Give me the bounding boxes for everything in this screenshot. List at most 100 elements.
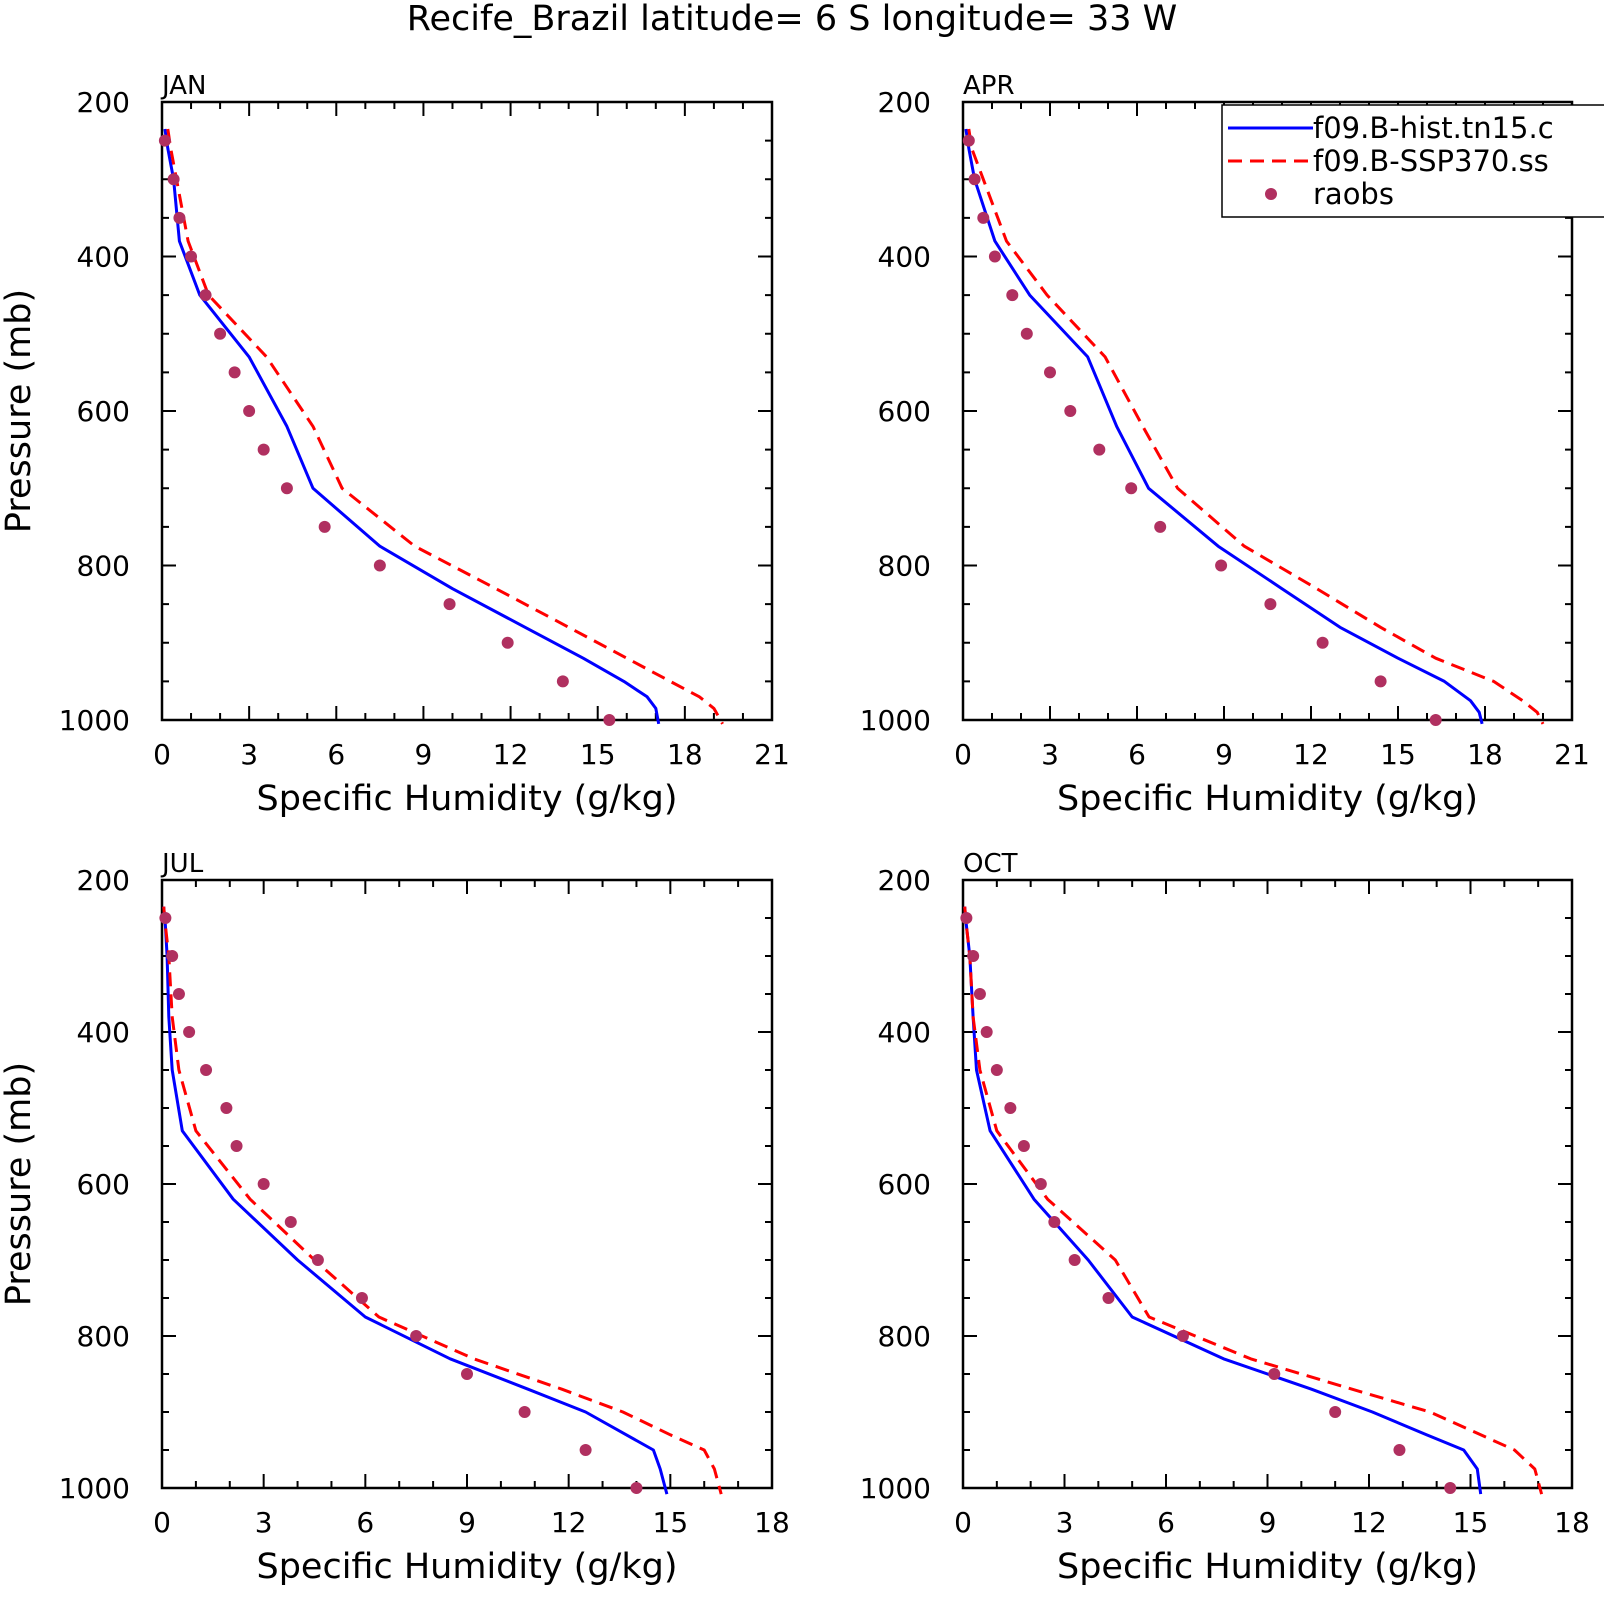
raobs-point: [1268, 1368, 1281, 1380]
series-line-f09-b-ssp370-ss: [162, 906, 723, 1495]
panel-title-apr: APR: [963, 71, 1015, 101]
y-tick-label: 600: [77, 395, 130, 428]
panel-title-jan: JAN: [160, 71, 206, 101]
raobs-point: [173, 211, 186, 224]
legend-swatch: [1265, 188, 1277, 200]
raobs-point: [183, 1026, 196, 1038]
series-line-f09-b-hist-tn15-c: [964, 128, 1484, 725]
raobs-point: [579, 1444, 592, 1456]
x-tick-label: 9: [1259, 1506, 1277, 1539]
raobs-point: [199, 289, 212, 302]
raobs-point: [1006, 289, 1019, 302]
y-tick-label: 400: [878, 241, 931, 274]
raobs-point: [200, 1064, 213, 1076]
x-tick-label: 3: [1056, 1506, 1074, 1539]
raobs-point: [1004, 1102, 1017, 1114]
y-tick-label: 1000: [860, 1472, 931, 1505]
x-tick-label: 3: [240, 738, 258, 771]
raobs-point: [1034, 1178, 1047, 1190]
raobs-point: [1154, 520, 1167, 533]
y-tick-label: 400: [77, 241, 130, 274]
raobs-point: [1429, 714, 1442, 726]
raobs-point: [967, 950, 980, 962]
raobs-point: [1176, 1330, 1189, 1342]
figure-title: Recife_Brazil latitude= 6 S longitude= 3…: [407, 0, 1178, 39]
panel-title-oct: OCT: [963, 849, 1018, 879]
series-line-f09-b-ssp370-ss: [166, 128, 724, 725]
x-tick-label: 21: [1554, 738, 1590, 771]
raobs-point: [228, 366, 241, 379]
panel-jul: JUL 0 3 6 9 12 15 18 200 400 600 800 1000 Specific Hu…: [0, 849, 790, 1587]
raobs-point: [311, 1254, 324, 1266]
plot-frame-jul: [160, 878, 774, 1490]
legend-entry-f09-b-hist-tn15-c: f09.B-hist.tn15.c: [1228, 111, 1554, 145]
raobs-point: [1125, 482, 1138, 495]
y-tick-label: 400: [77, 1016, 130, 1049]
series-line-f09-b-hist-tn15-c: [163, 128, 661, 725]
y-tick-label: 800: [878, 550, 931, 583]
y-tick-label: 1000: [59, 1472, 130, 1505]
x-tick-label: 18: [754, 1506, 790, 1539]
raobs-point: [1048, 1216, 1061, 1228]
raobs-point: [373, 559, 386, 572]
x-tick-label: 0: [954, 738, 972, 771]
raobs-point: [1393, 1444, 1406, 1456]
raobs-point: [1215, 559, 1228, 572]
raobs-point: [185, 250, 198, 263]
raobs-point: [257, 1178, 270, 1190]
raobs-point: [1316, 636, 1329, 649]
x-tick-label: 3: [1041, 738, 1059, 771]
x-tick-label: 12: [1351, 1506, 1387, 1539]
raobs-point: [1068, 1254, 1081, 1266]
raobs-point: [158, 134, 171, 147]
series-raobs: [159, 912, 643, 1494]
x-tick-label: 18: [667, 738, 703, 771]
raobs-point: [443, 598, 456, 611]
raobs-point: [220, 1102, 233, 1114]
raobs-point: [355, 1292, 368, 1304]
x-tick-label: 3: [255, 1506, 273, 1539]
series-line-f09-b-hist-tn15-c: [162, 906, 669, 1495]
x-tick-label: 15: [580, 738, 616, 771]
x-axis-label: Specific Humidity (g/kg): [1057, 779, 1478, 819]
raobs-point: [230, 1140, 243, 1152]
raobs-point: [1102, 1292, 1115, 1304]
raobs-point: [1064, 405, 1077, 417]
raobs-point: [1374, 675, 1387, 688]
x-tick-label: 18: [1467, 738, 1503, 771]
x-axis-label: Specific Humidity (g/kg): [257, 779, 678, 819]
x-tick-label: 6: [327, 738, 345, 771]
series-line-f09-b-ssp370-ss: [963, 906, 1544, 1495]
raobs-point: [1444, 1482, 1457, 1494]
y-tick-label: 600: [878, 395, 931, 428]
panel-jan: JAN 0 3 6 9 12 15 18 21 200 400 600 800 1000 Specific …: [0, 71, 790, 819]
raobs-point: [977, 211, 990, 224]
raobs-point: [461, 1368, 473, 1380]
raobs-point: [1093, 443, 1106, 456]
raobs-point: [410, 1330, 423, 1342]
raobs-point: [960, 912, 973, 924]
raobs-point: [988, 250, 1001, 263]
raobs-point: [257, 443, 270, 456]
x-axis-label: Specific Humidity (g/kg): [1057, 1547, 1478, 1587]
y-tick-label: 200: [878, 86, 931, 119]
raobs-point: [1044, 366, 1056, 379]
y-tick-label: 800: [878, 1320, 931, 1353]
x-tick-label: 12: [493, 738, 529, 771]
x-tick-label: 6: [1157, 1506, 1175, 1539]
plot-frame-oct: [961, 878, 1574, 1490]
raobs-point: [318, 520, 331, 533]
raobs-point: [501, 636, 514, 649]
x-tick-label: 9: [415, 738, 433, 771]
x-tick-label: 18: [1554, 1506, 1590, 1539]
y-tick-label: 1000: [860, 704, 931, 737]
x-tick-label: 15: [1453, 1506, 1489, 1539]
raobs-point: [556, 675, 569, 688]
series-raobs: [158, 134, 616, 726]
raobs-point: [962, 134, 975, 147]
x-tick-label: 21: [754, 738, 790, 771]
raobs-point: [1020, 327, 1033, 340]
